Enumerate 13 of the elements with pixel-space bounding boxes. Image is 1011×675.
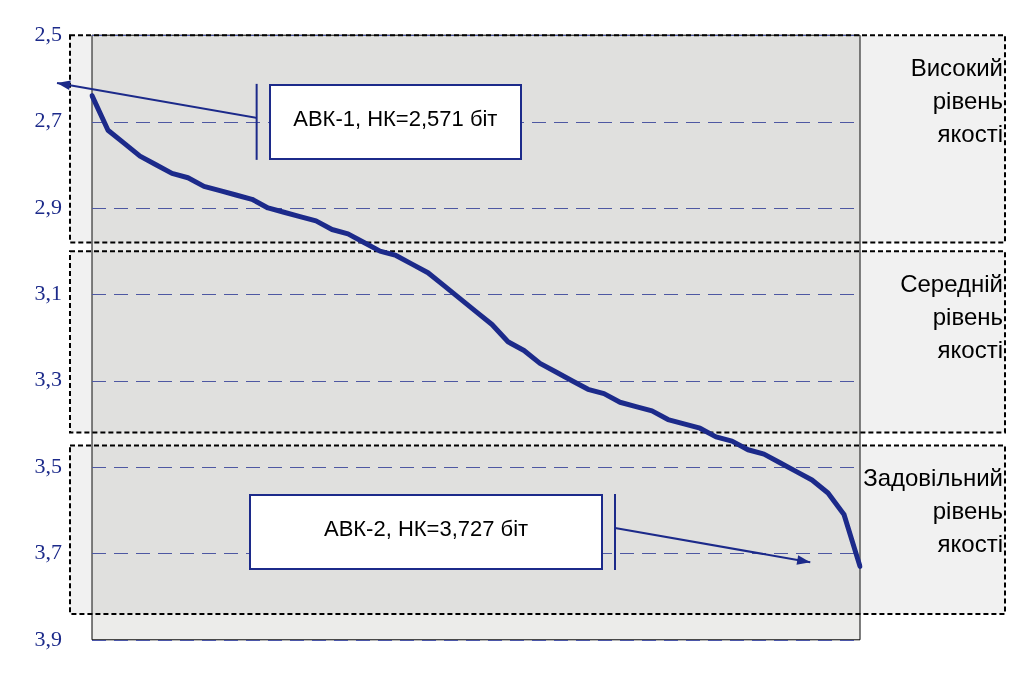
y-tick-label: 2,9 [34,193,62,219]
y-tick-label: 3,3 [34,366,62,392]
y-tick-label: 3,7 [34,539,62,565]
band-label: Задовільний рівень якості [863,464,1003,558]
y-tick-label: 3,9 [34,625,62,651]
y-tick-label: 2,5 [34,20,62,46]
callout-box: АВК-2, НК=3,727 біт [249,493,603,570]
y-tick-label: 3,5 [34,452,62,478]
callout-box: АВК-1, НК=2,571 біт [268,83,523,160]
y-tick-label: 2,7 [34,107,62,133]
y-tick-label: 3,1 [34,280,62,306]
band-label: Високий рівень якості [910,53,1003,147]
band-label: Середній рівень якості [900,269,1003,363]
